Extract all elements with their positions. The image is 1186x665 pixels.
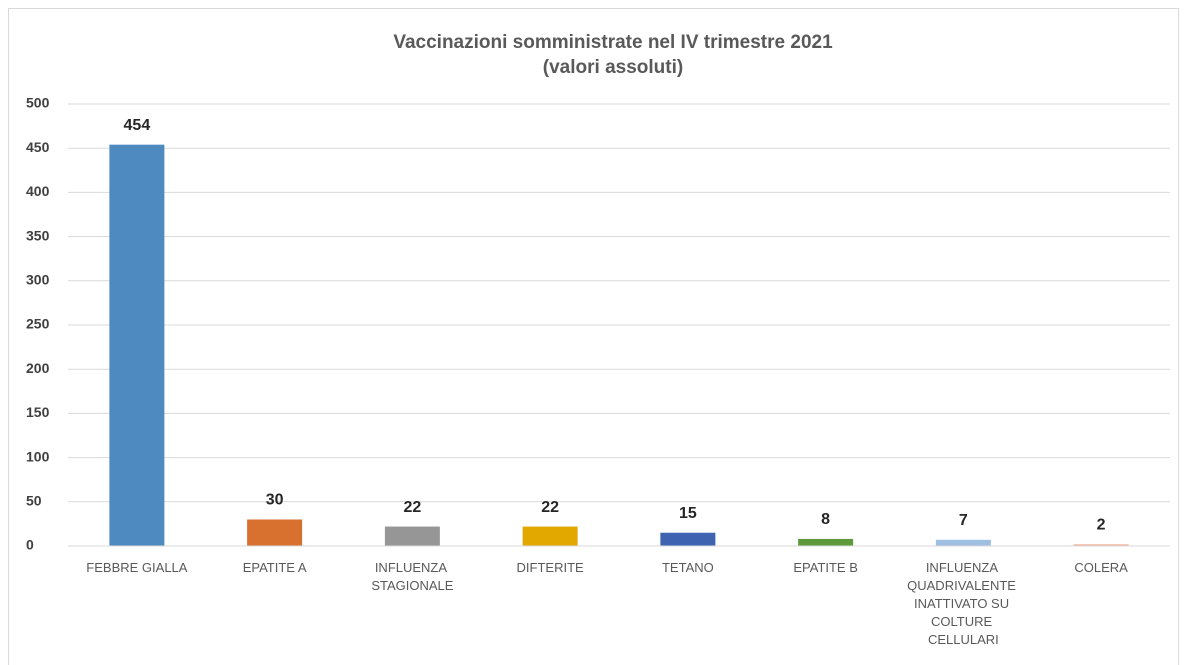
x-tick-label: COLERA bbox=[1074, 560, 1128, 575]
y-tick-label: 250 bbox=[26, 316, 50, 332]
data-label: 2 bbox=[1097, 516, 1106, 533]
y-tick-label: 150 bbox=[26, 404, 50, 420]
data-label: 22 bbox=[403, 499, 421, 516]
data-label: 8 bbox=[821, 511, 830, 528]
chart-frame bbox=[8, 8, 1179, 665]
bar bbox=[798, 538, 854, 546]
y-tick-label: 200 bbox=[26, 360, 50, 376]
data-label: 454 bbox=[124, 117, 151, 134]
bar bbox=[247, 519, 303, 546]
y-tick-label: 300 bbox=[26, 272, 50, 288]
bar bbox=[109, 144, 165, 546]
y-tick-label: 400 bbox=[26, 183, 50, 199]
chart-title: Vaccinazioni somministrate nel IV trimes… bbox=[393, 32, 833, 53]
bar bbox=[522, 526, 578, 546]
y-tick-label: 100 bbox=[26, 448, 50, 464]
chart-subtitle: (valori assoluti) bbox=[543, 57, 683, 78]
x-tick-label: DIFTERITE bbox=[517, 560, 584, 575]
y-tick-label: 350 bbox=[26, 227, 50, 243]
data-label: 7 bbox=[959, 512, 968, 529]
bar bbox=[1073, 544, 1129, 546]
x-tick-label: INFLUENZA STAGIONALE bbox=[371, 560, 453, 593]
y-tick-label: 0 bbox=[26, 537, 34, 553]
x-tick-label: TETANO bbox=[662, 560, 714, 575]
bar bbox=[935, 539, 991, 546]
x-tick-label: EPATITE B bbox=[793, 560, 858, 575]
y-tick-label: 500 bbox=[26, 95, 50, 111]
y-tick-label: 450 bbox=[26, 139, 50, 155]
data-label: 22 bbox=[541, 499, 559, 516]
x-tick-label: EPATITE A bbox=[243, 560, 307, 575]
data-label: 30 bbox=[266, 492, 284, 509]
x-tick-label: FEBBRE GIALLA bbox=[86, 560, 187, 575]
bar bbox=[384, 526, 440, 546]
x-tick-label: INFLUENZA QUADRIVALENTE INATTIVATO SU CO… bbox=[907, 560, 1019, 647]
y-tick-label: 50 bbox=[26, 493, 42, 509]
data-label: 15 bbox=[679, 505, 697, 522]
bar bbox=[660, 532, 716, 546]
